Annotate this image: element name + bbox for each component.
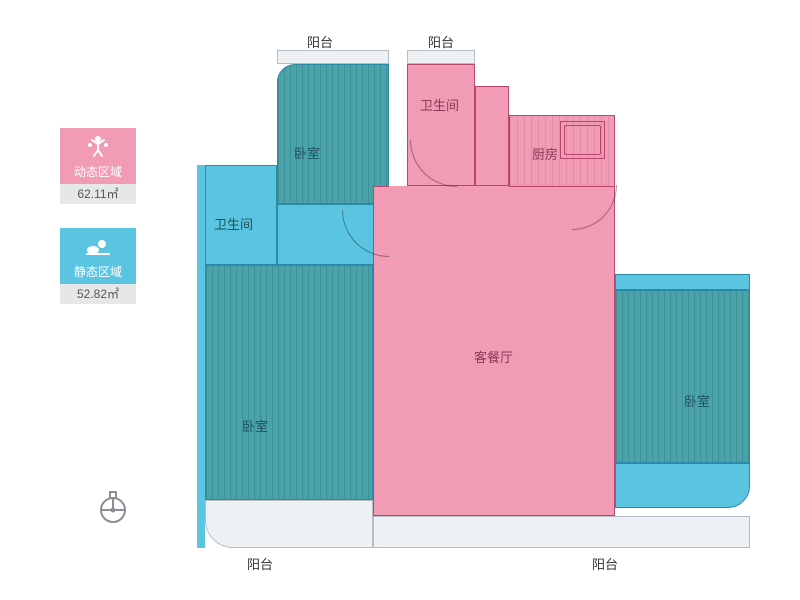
sleep-icon bbox=[84, 234, 112, 258]
room-label: 卧室 bbox=[684, 391, 710, 410]
room-bedroom_top: 卧室 bbox=[277, 64, 389, 204]
balcony-outer-label: 阳台 bbox=[300, 32, 340, 51]
room-label: 卫生间 bbox=[420, 95, 459, 114]
room-right_blue_bottom bbox=[615, 463, 750, 508]
room-label: 卫生间 bbox=[214, 214, 253, 233]
balcony-outer-label: 阳台 bbox=[240, 554, 280, 573]
room-bathroom_left: 卫生间 bbox=[205, 165, 277, 265]
room-balcony_top_left bbox=[277, 50, 389, 64]
room-label: 卧室 bbox=[294, 143, 320, 162]
room-balcony_top_right bbox=[407, 50, 475, 64]
kitchen-hood-icon bbox=[560, 121, 605, 159]
balcony-outer-label: 阳台 bbox=[585, 554, 625, 573]
legend-dynamic: 动态区域 62.11㎡ bbox=[60, 128, 136, 204]
room-balcony_bottom_mid bbox=[373, 516, 750, 548]
legend-static: 静态区域 52.82㎡ bbox=[60, 228, 136, 304]
compass-icon bbox=[95, 490, 131, 526]
legend-icon-box: 动态区域 bbox=[60, 128, 136, 184]
room-label: 客餐厅 bbox=[474, 347, 513, 366]
people-icon bbox=[84, 134, 112, 158]
room-right_blue_strip bbox=[615, 274, 750, 290]
legend-title: 动态区域 bbox=[74, 163, 122, 180]
room-corridor_pink_top bbox=[389, 186, 509, 223]
legend-title: 静态区域 bbox=[74, 263, 122, 280]
room-label: 卧室 bbox=[242, 416, 268, 435]
room-bedroom_left: 卧室 bbox=[205, 265, 373, 500]
legend-value: 62.11㎡ bbox=[60, 184, 136, 204]
balcony-outer-label: 阳台 bbox=[421, 32, 461, 51]
room-hall_top_gap bbox=[475, 86, 509, 186]
room-living: 客餐厅 bbox=[373, 186, 615, 516]
legend-value: 52.82㎡ bbox=[60, 284, 136, 304]
room-label: 厨房 bbox=[532, 144, 558, 163]
room-left_round_corner bbox=[197, 165, 205, 548]
room-balcony_bottom_left bbox=[205, 500, 373, 548]
room-bedroom_right: 卧室 bbox=[615, 290, 750, 463]
legend-icon-box: 静态区域 bbox=[60, 228, 136, 284]
